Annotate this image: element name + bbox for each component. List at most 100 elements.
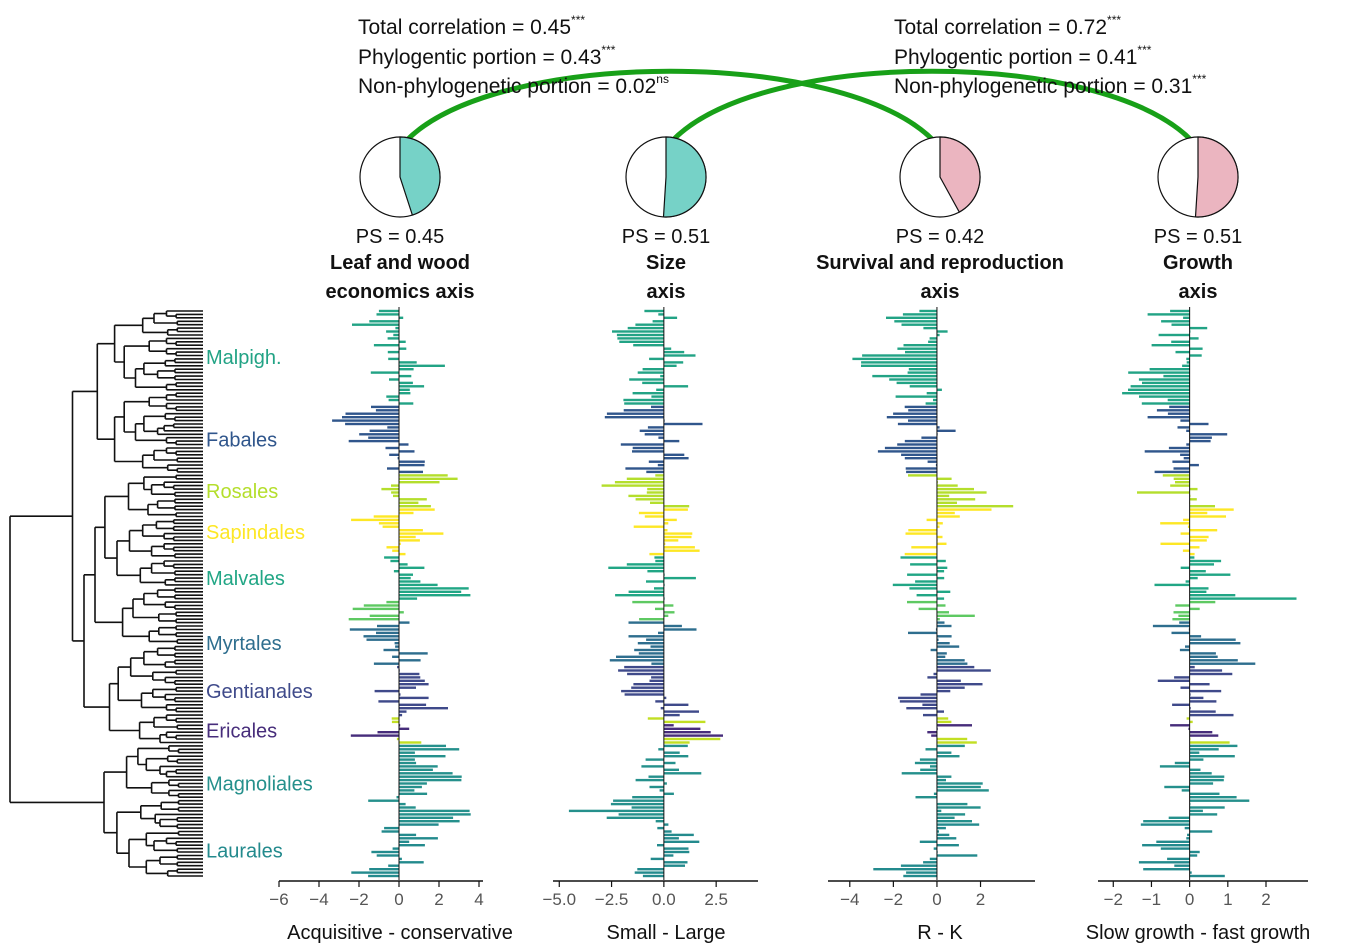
bar xyxy=(936,535,943,539)
bar xyxy=(910,563,937,566)
bar xyxy=(1189,744,1238,748)
bar xyxy=(368,436,399,439)
bar xyxy=(655,820,664,823)
clade-label: Malpigh. xyxy=(206,347,282,369)
bar xyxy=(1189,487,1198,491)
significance-mark: *** xyxy=(1192,72,1206,86)
bar xyxy=(655,559,664,563)
bar xyxy=(609,659,664,662)
bar xyxy=(399,460,425,463)
bar xyxy=(1189,782,1214,785)
bar xyxy=(631,686,664,689)
bar xyxy=(332,419,399,422)
bar xyxy=(399,583,438,587)
trait-panel: PS = 0.42 Survival and reproduction axis −4… xyxy=(816,136,1064,944)
bar xyxy=(363,604,399,607)
bar xyxy=(1189,768,1201,771)
bar xyxy=(399,844,425,847)
bar xyxy=(648,460,664,463)
x-tick-label: 0.0 xyxy=(652,890,676,909)
x-tick-label: 2 xyxy=(434,890,443,909)
bar xyxy=(1189,498,1197,501)
bar xyxy=(936,333,940,337)
total-correlation: Total correlation = 0.45*** xyxy=(358,13,585,39)
bar xyxy=(663,546,695,549)
bar xyxy=(375,409,399,412)
x-tick-label: 2.5 xyxy=(704,890,728,909)
bar xyxy=(936,710,944,713)
bar xyxy=(392,847,399,850)
bar xyxy=(389,378,399,381)
bar xyxy=(624,665,664,669)
bar xyxy=(1189,778,1224,782)
x-tick-label: 4 xyxy=(474,890,483,909)
bar xyxy=(658,631,664,635)
bar xyxy=(663,847,689,850)
bar xyxy=(936,566,948,569)
bar xyxy=(861,361,937,364)
clade-label: Sapindales xyxy=(206,522,305,544)
bar xyxy=(606,412,664,415)
bar xyxy=(632,450,664,453)
correlation-connectors xyxy=(404,68,1194,143)
bar xyxy=(1189,720,1193,724)
bar xyxy=(1183,316,1190,319)
bar xyxy=(663,624,682,628)
bar xyxy=(923,713,937,717)
bar xyxy=(1183,457,1190,460)
bar xyxy=(399,450,415,453)
bar xyxy=(1189,347,1203,350)
bar xyxy=(936,833,950,837)
bar xyxy=(348,618,399,621)
bar xyxy=(1189,696,1204,700)
bar xyxy=(1178,614,1190,617)
bar xyxy=(393,333,399,337)
bar xyxy=(908,529,937,532)
bar xyxy=(663,539,679,542)
bar xyxy=(378,700,399,703)
bar xyxy=(1189,655,1218,658)
bar xyxy=(1147,313,1190,316)
bar xyxy=(663,604,674,607)
bar xyxy=(1186,357,1190,361)
bar xyxy=(1189,635,1202,638)
bar xyxy=(902,313,937,316)
clade-label: Myrtales xyxy=(206,633,282,655)
bar xyxy=(399,552,406,556)
bar xyxy=(399,703,427,706)
bar xyxy=(390,559,399,563)
bar xyxy=(1189,326,1208,330)
bar xyxy=(663,713,680,717)
bar xyxy=(936,652,947,655)
bar xyxy=(1170,724,1190,727)
bar xyxy=(370,371,399,374)
bar xyxy=(908,419,937,422)
bar xyxy=(394,642,399,645)
bar xyxy=(663,628,697,631)
bar xyxy=(936,498,976,501)
bar xyxy=(936,624,952,628)
bar xyxy=(936,717,949,720)
bar xyxy=(936,611,949,614)
bar xyxy=(926,518,937,522)
bar xyxy=(615,594,664,597)
bar xyxy=(395,645,399,648)
bar xyxy=(936,642,950,645)
bar xyxy=(387,467,399,470)
bar xyxy=(649,785,664,789)
clade-label: Ericales xyxy=(206,721,277,743)
bar xyxy=(1187,833,1190,837)
bar xyxy=(1189,809,1203,813)
bar xyxy=(663,768,679,771)
bar xyxy=(399,676,421,679)
bar xyxy=(936,505,1014,508)
x-axis-label: Slow growth - fast growth xyxy=(1086,922,1311,944)
trait-panel: PS = 0.51 Size axis −5.0 −2.5 0.0 2.5 Small - L… xyxy=(542,136,758,944)
bar xyxy=(1152,624,1190,628)
bar xyxy=(610,802,664,806)
bar xyxy=(399,806,416,809)
bar xyxy=(663,576,696,580)
bar xyxy=(919,840,937,843)
bar xyxy=(1189,573,1231,576)
bar xyxy=(399,563,408,566)
